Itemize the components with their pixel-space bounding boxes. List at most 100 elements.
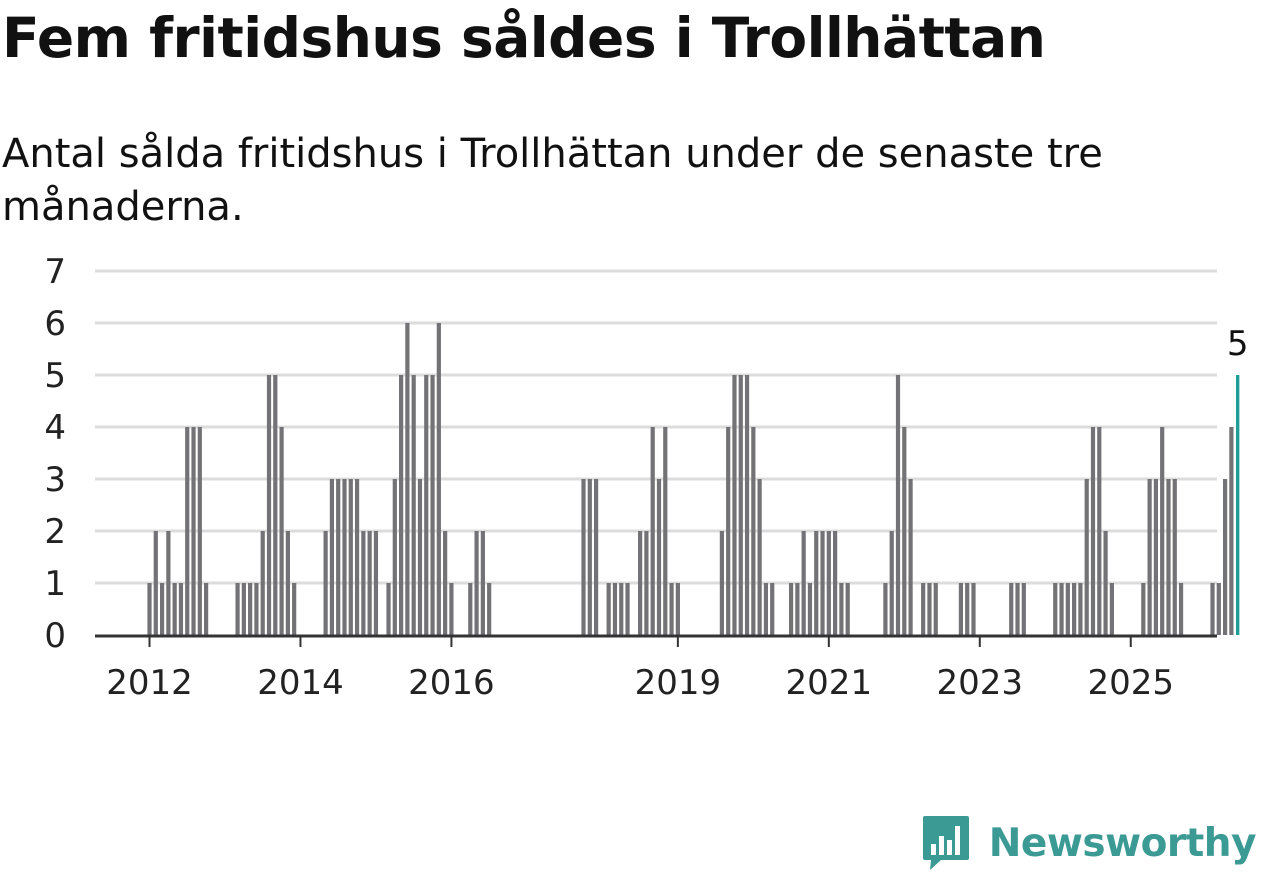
- bar: [845, 583, 850, 635]
- bar: [1160, 427, 1165, 635]
- bar: [1103, 531, 1108, 635]
- bar: [656, 479, 662, 635]
- bar: [795, 583, 800, 635]
- bar: [814, 531, 819, 635]
- bar: [197, 427, 202, 635]
- y-tick-label: 4: [44, 408, 66, 448]
- bar: [1216, 583, 1221, 635]
- bar: [405, 323, 410, 635]
- bar: [839, 583, 844, 635]
- bar: [336, 479, 341, 635]
- bar: [166, 531, 171, 635]
- x-tick-label: 2016: [408, 663, 495, 703]
- bar: [1210, 583, 1215, 635]
- bar: [744, 375, 750, 635]
- bar: [820, 531, 825, 635]
- bar: [1084, 479, 1089, 635]
- bar: [235, 583, 240, 635]
- x-tick-label: 2014: [257, 663, 344, 703]
- bar: [1222, 479, 1228, 635]
- bar: [480, 531, 485, 635]
- newsworthy-logo: Newsworthy: [921, 813, 1257, 873]
- bar: [1059, 583, 1064, 635]
- bar: [902, 427, 907, 635]
- bar: [650, 427, 655, 635]
- y-tick-label: 0: [44, 616, 66, 656]
- x-axis-ticks: 2012 2014 2016 2019 2021 2023 2025: [106, 637, 1174, 703]
- bar: [638, 531, 643, 635]
- x-tick-label: 2023: [937, 663, 1024, 703]
- bar: [1021, 583, 1026, 635]
- bar: [606, 583, 611, 635]
- bar: [399, 375, 404, 635]
- bar: [921, 583, 926, 635]
- bar: [279, 427, 284, 635]
- x-tick-label: 2025: [1087, 663, 1174, 703]
- bar: [719, 531, 724, 635]
- bar: [361, 531, 366, 635]
- bar: [241, 583, 246, 635]
- bar: [254, 583, 259, 635]
- bar: [971, 583, 976, 635]
- bar: [436, 323, 441, 635]
- bar-chart: 0 1 2 3 4 5 6 7 2012 2014 2016 2019 2021 2023 2025 5: [44, 252, 1249, 703]
- bar: [1178, 583, 1184, 635]
- y-axis-ticks: 0 1 2 3 4 5 6 7: [44, 252, 66, 656]
- bar: [273, 375, 278, 635]
- bar: [757, 479, 762, 635]
- x-tick-label: 2021: [786, 663, 873, 703]
- bar: [751, 427, 756, 635]
- bar: [763, 583, 769, 635]
- y-tick-label: 6: [44, 304, 66, 344]
- bar: [285, 531, 290, 635]
- bar: [159, 583, 165, 635]
- bar: [248, 583, 253, 635]
- chart-subtitle: Antal sålda fritidshus i Trollhättan und…: [2, 131, 1103, 230]
- y-tick-label: 3: [44, 460, 66, 500]
- bar-highlight: [1235, 375, 1240, 635]
- bar: [883, 583, 888, 635]
- x-tick-label: 2019: [635, 663, 722, 703]
- bar: [292, 583, 297, 635]
- bar: [1053, 583, 1058, 635]
- bar: [1015, 583, 1020, 635]
- bar: [958, 583, 964, 635]
- bar: [732, 375, 737, 635]
- bar: [619, 583, 624, 635]
- bar: [965, 583, 970, 635]
- bar: [329, 479, 335, 635]
- bar: [1065, 583, 1070, 635]
- y-tick-label: 7: [44, 252, 66, 292]
- bar: [367, 531, 372, 635]
- bar: [788, 583, 794, 635]
- bar: [895, 375, 901, 635]
- bar: [487, 583, 492, 635]
- last-value-label: 5: [1227, 324, 1249, 364]
- bar: [1153, 479, 1158, 635]
- bar: [354, 479, 360, 635]
- bar: [172, 583, 177, 635]
- bar: [933, 583, 938, 635]
- bar: [204, 583, 209, 635]
- bar: [1172, 479, 1177, 635]
- bar: [411, 375, 416, 635]
- bar: [474, 531, 479, 635]
- bar: [348, 479, 353, 635]
- bar: [424, 375, 429, 635]
- bar: [1229, 427, 1234, 635]
- bar: [1166, 479, 1171, 635]
- bar: [770, 583, 775, 635]
- bar: [153, 531, 158, 635]
- bar: [908, 479, 913, 635]
- bar: [889, 531, 894, 635]
- bar: [1141, 583, 1146, 635]
- y-tick-label: 1: [44, 564, 66, 604]
- y-tick-label: 5: [44, 356, 66, 396]
- bar: [147, 583, 152, 635]
- bar: [323, 531, 328, 635]
- bar: [807, 583, 813, 635]
- bar: [1097, 427, 1102, 635]
- bar: [260, 531, 265, 635]
- bar: [663, 427, 668, 635]
- bar: [587, 479, 592, 635]
